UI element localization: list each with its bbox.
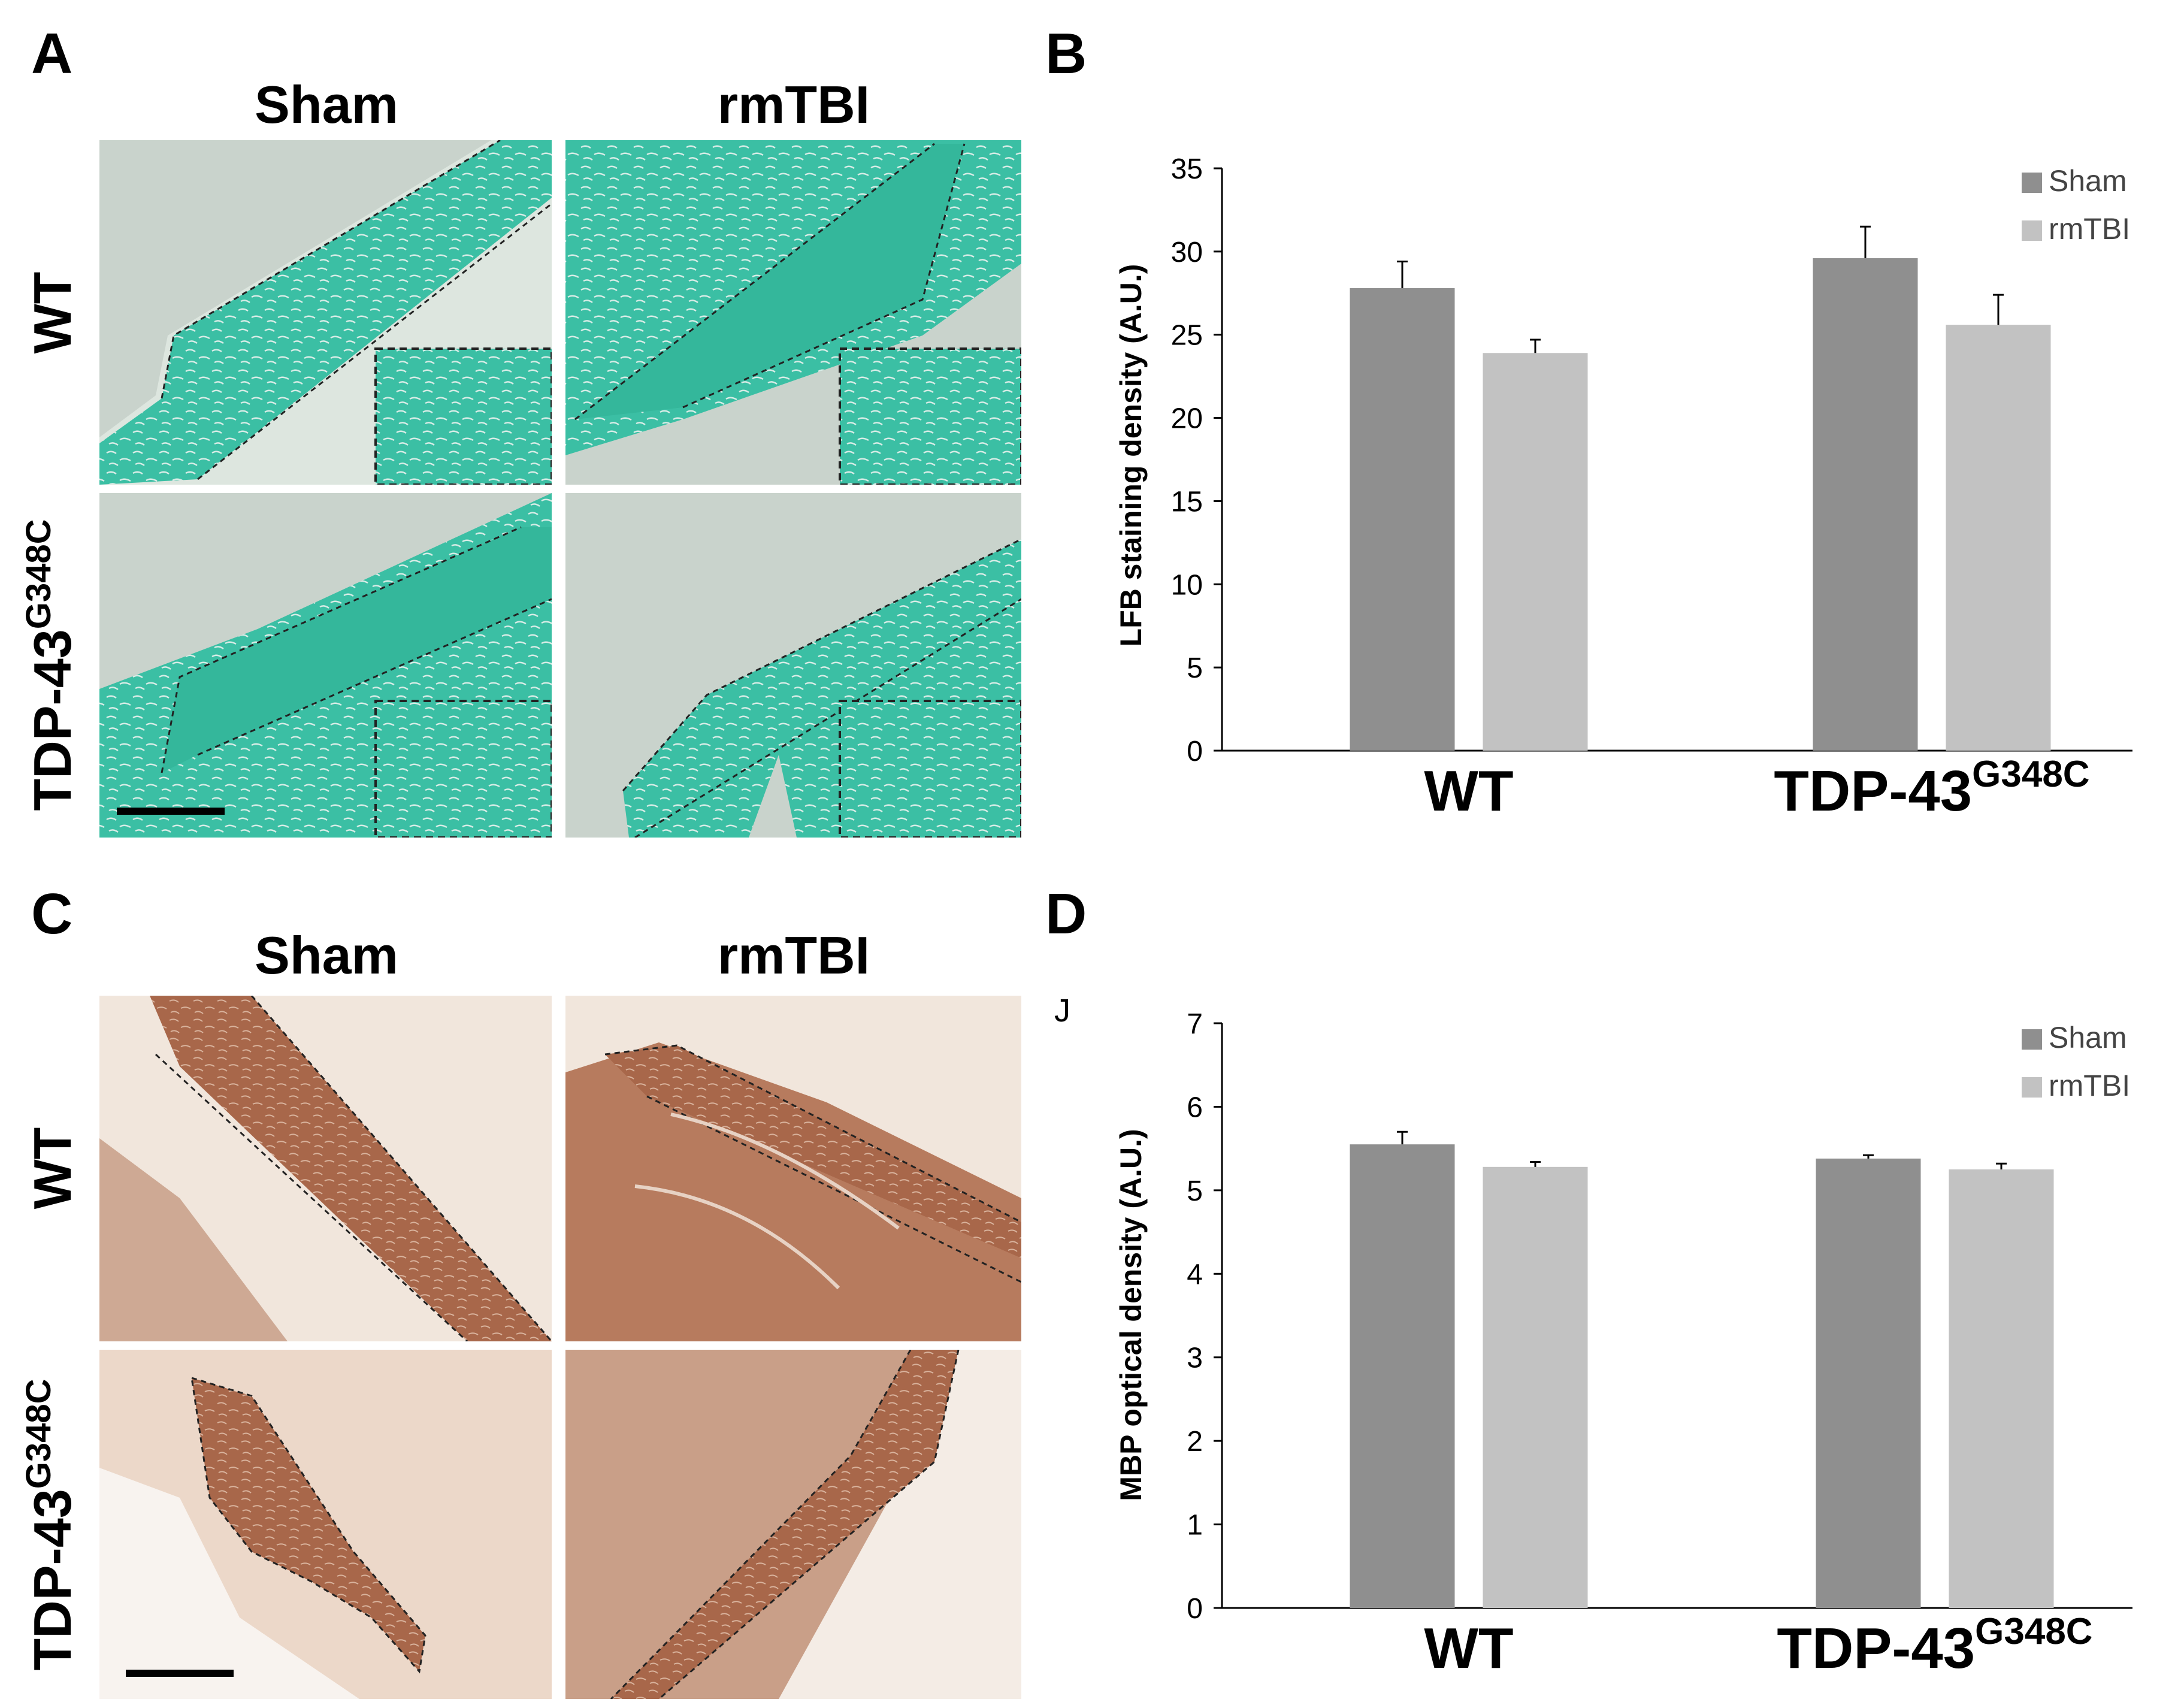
chart-b-legend-swatch-rmtbi [2022, 220, 2042, 241]
row-label-tdp43-a: TDP-43G348C [19, 519, 82, 811]
panel-label-d: D [1045, 882, 1087, 946]
col-header-rmtbi-c: rmTBI [718, 926, 870, 985]
col-header-sham-c: Sham [255, 926, 398, 985]
chart-b-group-labels: WT TDP-43G348C [1424, 754, 2089, 823]
lfb-micrograph-tdp43-rmtbi [565, 493, 1021, 838]
panel-label-b: B [1045, 22, 1087, 86]
chart-d-bars [1350, 1130, 2054, 1608]
panel-label-a: A [31, 22, 72, 86]
row-label-tdp43-a-sup: G348C [19, 519, 58, 630]
chart-d-group-label-tdp43: TDP-43G348C [1777, 1611, 2092, 1680]
chart-b-ytick-label: 0 [1187, 736, 1203, 767]
chart-d: 0 1 2 3 4 5 6 7 MBP optical density (A.U.) WT TD… [1114, 1008, 2132, 1680]
chart-b-ytick-label: 15 [1171, 486, 1203, 518]
chart-d-group-label-wt: WT [1424, 1616, 1513, 1680]
chart-d-group-labels: WT TDP-43G348C [1424, 1611, 2092, 1680]
chart-b-group-label-base: TDP-43 [1774, 759, 1972, 823]
chart-b-group-label-wt: WT [1424, 759, 1513, 823]
mbp-micrograph-tdp43-rmtbi [565, 1350, 1021, 1699]
chart-b-ytick-label: 10 [1171, 569, 1203, 601]
chart-b-legend-swatch-sham [2022, 173, 2042, 193]
chart-b-ytick-label: 5 [1187, 652, 1203, 684]
chart-b-ylabel: LFB staining density (A.U.) [1114, 264, 1148, 647]
chart-b-legend-label-sham: Sham [2049, 164, 2127, 198]
col-header-sham-a: Sham [255, 75, 398, 134]
chart-b-ytick-label: 35 [1171, 153, 1203, 185]
row-label-wt-a: WT [23, 272, 82, 354]
scale-bar-c [126, 1670, 234, 1677]
mbp-micrograph-wt-rmtbi [565, 996, 1021, 1341]
chart-d-legend-label-sham: Sham [2049, 1021, 2127, 1054]
chart-d-ytick-label: 4 [1187, 1259, 1203, 1290]
chart-d-bar-sham-tdp43 [1816, 1158, 1921, 1608]
chart-d-ytick-label: 6 [1187, 1092, 1203, 1123]
chart-d-ylabel: MBP optical density (A.U.) [1114, 1129, 1148, 1501]
chart-b-bar-sham-wt [1350, 288, 1455, 751]
scale-bar-a [117, 808, 225, 815]
chart-b-legend-label-rmtbi: rmTBI [2049, 212, 2130, 246]
col-header-rmtbi-a: rmTBI [718, 75, 870, 134]
lfb-micrograph-wt-rmtbi [565, 140, 1021, 485]
chart-d-bar-sham-wt [1350, 1144, 1455, 1608]
chart-d-group-label-sup: G348C [1975, 1611, 2092, 1652]
chart-b: 0 5 10 15 20 25 30 35 LFB staining density (A.U… [1114, 153, 2132, 823]
chart-d-ytick-label: 7 [1187, 1008, 1203, 1040]
chart-b-legend: Sham rmTBI [2022, 164, 2130, 246]
chart-d-ticks [1214, 1022, 1222, 1609]
chart-d-ytick-label: 2 [1187, 1426, 1203, 1458]
chart-b-group-label-tdp43: TDP-43G348C [1774, 754, 2089, 823]
row-label-tdp43-c-base: TDP-43 [23, 1489, 82, 1670]
lfb-micrograph-wt-sham [99, 140, 552, 485]
chart-d-group-label-base: WT [1424, 1616, 1513, 1680]
chart-d-bar-rmtbi-wt [1483, 1166, 1588, 1608]
mbp-micrograph-tdp43-sham [99, 1350, 552, 1699]
chart-d-legend-swatch-sham [2022, 1029, 2042, 1050]
chart-d-ytick-label: 5 [1187, 1175, 1203, 1207]
chart-d-ytick-label: 1 [1187, 1510, 1203, 1541]
chart-d-ytick-label: 0 [1187, 1593, 1203, 1625]
chart-b-ticks [1214, 167, 1222, 752]
chart-d-legend-label-rmtbi: rmTBI [2049, 1069, 2130, 1102]
chart-b-bar-rmtbi-tdp43 [1946, 325, 2051, 751]
chart-b-ytick-label: 30 [1171, 237, 1203, 268]
chart-d-group-label-base: TDP-43 [1777, 1616, 1975, 1680]
chart-b-bar-sham-tdp43 [1813, 258, 1918, 751]
row-label-wt-c: WT [23, 1127, 82, 1210]
panel-label-c: C [31, 882, 72, 946]
chart-b-bar-rmtbi-wt [1483, 353, 1588, 751]
chart-b-bars [1350, 225, 2051, 751]
chart-b-ytick-labels: 0 5 10 15 20 25 30 35 [1171, 153, 1203, 767]
chart-b-ytick-label: 25 [1171, 320, 1203, 352]
mbp-micrograph-wt-sham [99, 996, 552, 1341]
chart-d-legend: Sham rmTBI [2022, 1021, 2130, 1102]
chart-d-ytick-labels: 0 1 2 3 4 5 6 7 [1187, 1008, 1203, 1625]
panel-d-stray-label: J [1054, 993, 1070, 1029]
chart-b-ytick-label: 20 [1171, 403, 1203, 435]
chart-d-legend-swatch-rmtbi [2022, 1077, 2042, 1098]
lfb-micrograph-tdp43-sham [99, 493, 552, 838]
chart-d-ytick-label: 3 [1187, 1343, 1203, 1374]
chart-d-bar-rmtbi-tdp43 [1949, 1169, 2054, 1608]
chart-b-group-label-sup: G348C [1972, 754, 2089, 795]
row-label-tdp43-c-sup: G348C [19, 1379, 58, 1489]
row-label-tdp43-c: TDP-43G348C [19, 1379, 82, 1671]
chart-b-group-label-base: WT [1424, 759, 1513, 823]
row-label-tdp43-a-base: TDP-43 [23, 629, 82, 811]
